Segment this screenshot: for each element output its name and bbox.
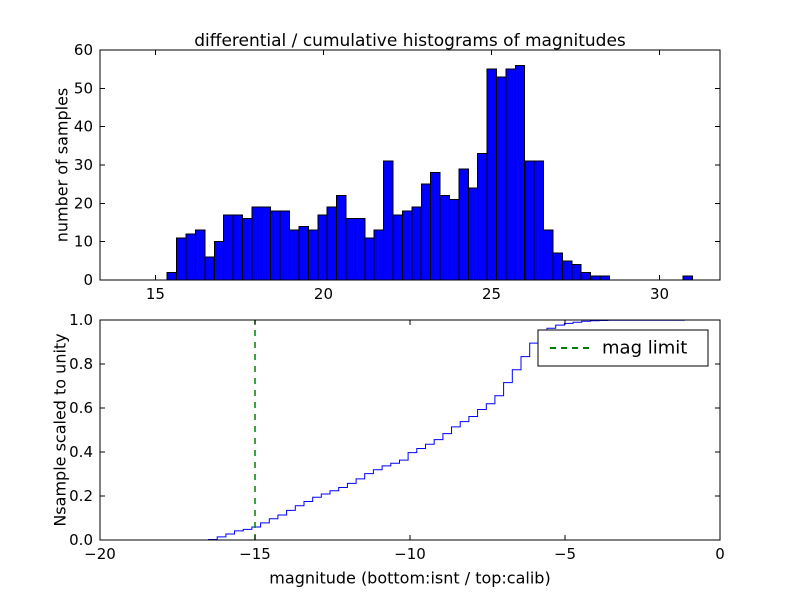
histogram-bar [213, 241, 225, 281]
histogram-bar [223, 214, 234, 281]
y-tick-label: 0 [83, 271, 93, 289]
y-tick-label: 60 [74, 41, 93, 59]
histogram-bar [326, 206, 338, 281]
histogram-bar [364, 237, 375, 281]
x-tick-label: −20 [84, 545, 116, 563]
histogram-bar [524, 160, 535, 281]
histogram-bar [430, 172, 441, 281]
histogram-bar [682, 275, 693, 281]
histogram-bar [477, 153, 488, 281]
x-tick-label: 30 [650, 285, 669, 303]
histogram-bar [354, 218, 366, 281]
histogram-bar [251, 206, 262, 281]
histogram-bar [307, 229, 319, 281]
y-tick-label: 20 [74, 194, 93, 212]
histogram-bar [543, 229, 554, 281]
histogram-bar [420, 183, 432, 281]
histogram-bar [505, 68, 516, 281]
chart-title: differential / cumulative histograms of … [194, 31, 626, 51]
histogram-bar [599, 275, 610, 281]
y-tick-label: 30 [74, 156, 93, 174]
x-tick-label: 0 [715, 545, 725, 563]
histogram-bar [552, 252, 563, 281]
histogram-bar [561, 260, 573, 281]
y-tick-label: 0.6 [69, 399, 93, 417]
histogram-bar [401, 210, 413, 281]
histogram-bar [580, 271, 592, 281]
histogram-bar [458, 168, 469, 281]
histogram-bar [260, 206, 272, 281]
histogram-bar [232, 214, 244, 281]
y-tick-label: 10 [74, 233, 93, 251]
x-tick-label: 25 [482, 285, 501, 303]
y-tick-label: 0.8 [69, 355, 93, 373]
histogram-bar [289, 229, 300, 281]
y-tick-label: 40 [74, 118, 93, 136]
histogram-bar [449, 199, 460, 281]
y-tick-label: 0.2 [69, 487, 93, 505]
histogram-bar [590, 275, 601, 281]
x-tick-label: −15 [239, 545, 271, 563]
y-tick-label: 0.0 [69, 531, 93, 549]
histogram-bar [411, 206, 422, 281]
bottom-ylabel: Nsample scaled to unity [50, 333, 70, 527]
histogram-bar [496, 76, 507, 281]
histogram-bar [166, 271, 178, 281]
histogram-bar [571, 264, 582, 281]
cumulative-line [208, 319, 693, 540]
y-tick-label: 1.0 [69, 311, 93, 329]
histogram-bar [194, 229, 206, 281]
x-tick-label: 20 [314, 285, 333, 303]
histogram-bar [439, 195, 451, 281]
legend-label: mag limit [602, 338, 687, 359]
x-tick-label: 15 [146, 285, 165, 303]
histogram-bar [345, 218, 356, 281]
x-tick-label: −10 [394, 545, 426, 563]
x-tick-label: −5 [554, 545, 576, 563]
histogram-bar [242, 218, 253, 281]
histogram-bar [383, 160, 394, 281]
histogram-bar [392, 214, 403, 281]
histogram-bar [533, 160, 545, 281]
y-tick-label: 50 [74, 79, 93, 97]
histogram-bar [279, 210, 291, 281]
histogram-bar [486, 68, 498, 281]
bottom-xlabel: magnitude (bottom:isnt / top:calib) [269, 568, 551, 588]
histogram-bar [317, 214, 328, 281]
histogram-bar [373, 229, 385, 281]
histogram-bar [270, 210, 281, 281]
histogram-bar [298, 225, 309, 281]
top-ylabel: number of samples [52, 87, 72, 243]
histogram-bar [514, 64, 526, 281]
histogram-bar [185, 233, 196, 281]
histogram-bar [336, 195, 347, 281]
y-tick-label: 0.4 [69, 443, 93, 461]
histogram-bar [467, 187, 479, 281]
histogram-bar [204, 256, 215, 281]
histogram-bar [176, 237, 187, 281]
